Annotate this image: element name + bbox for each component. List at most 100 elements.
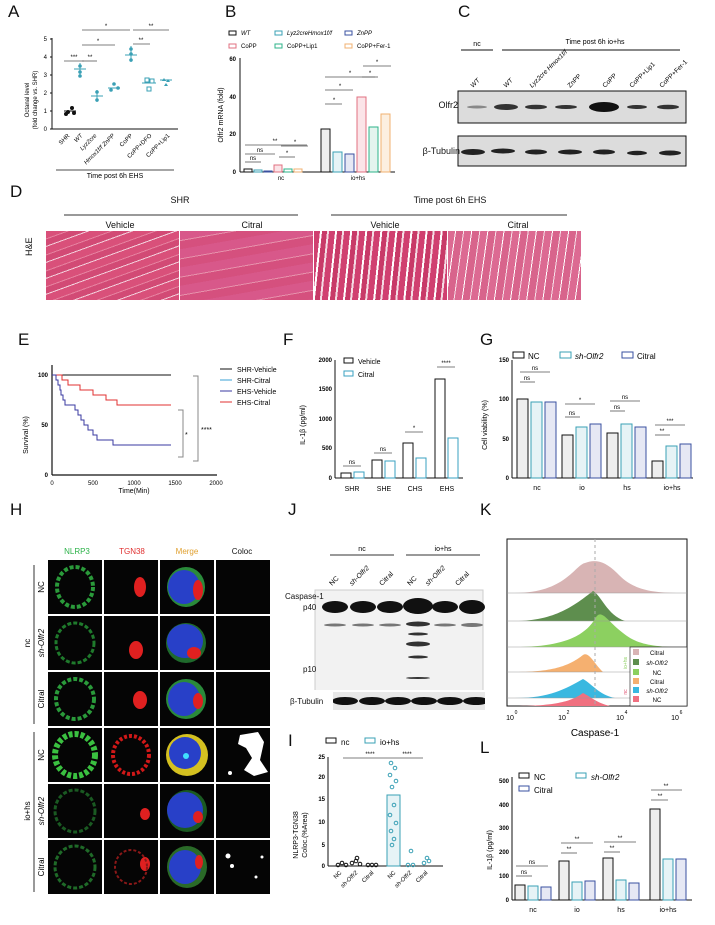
xtick-exponent: 0 <box>515 710 518 716</box>
sig-label: ns <box>349 460 355 466</box>
ytick: 5 <box>44 37 48 43</box>
panel-label-d: D <box>10 182 23 201</box>
svg-text:ns: ns <box>257 148 263 154</box>
panel-a-ylabel2: (fold change vs. SHR) <box>33 71 39 130</box>
ytick: 500 <box>499 779 510 785</box>
panel-label-g: G <box>480 330 494 349</box>
panel-d-histology <box>0 190 715 300</box>
xtick: hs <box>617 907 625 914</box>
panel-e-xlabel: Time(Min) <box>118 488 149 495</box>
svg-text:**: ** <box>610 846 615 852</box>
ytick: 20 <box>229 132 236 138</box>
ytick: 3 <box>44 73 48 79</box>
xtick: io <box>579 485 585 492</box>
xtick: Citral <box>361 870 375 884</box>
svg-text:ns: ns <box>569 411 575 417</box>
panel-b-chart: WT Lyz2creHmox1f/f ZnPP CoPP CoPP+Lip1 C… <box>218 30 395 180</box>
row-label: sh-Olfr2 <box>37 628 46 657</box>
legend-item: CoPP+Fer-1 <box>357 44 391 50</box>
legend-item: SHR-Vehicle <box>237 367 277 374</box>
svg-text:*: * <box>286 151 289 157</box>
ytick: 2000 <box>319 358 333 364</box>
xtick: 10 <box>671 715 679 722</box>
lane-label: Citral <box>454 571 471 588</box>
svg-text:ns: ns <box>250 156 256 162</box>
sig-label: * <box>105 24 108 30</box>
xtick: 10 <box>558 715 566 722</box>
ytick: 60 <box>229 57 236 63</box>
svg-text:ns: ns <box>521 870 527 876</box>
lane-label: WT <box>502 77 515 90</box>
lane-label: sh-Olfr2 <box>424 565 447 588</box>
panel-d-col-label: Citral <box>507 220 529 230</box>
panel-label-b: B <box>225 2 237 21</box>
panel-c-row-olfr2: Olfr2 <box>438 100 458 110</box>
svg-text:*: * <box>376 60 379 66</box>
panel-c-row-tubulin: β-Tubulin <box>422 146 460 156</box>
column-label: TGN38 <box>119 547 145 556</box>
svg-text:**: ** <box>660 429 665 435</box>
xtick: 10 <box>616 715 624 722</box>
panel-a-group-label: Time post 6h EHS <box>87 173 144 180</box>
he-image-shr-citral <box>180 231 313 300</box>
ytick: 20 <box>318 775 325 781</box>
lane-label: WT <box>469 77 482 90</box>
xtick: io+hs <box>660 907 677 914</box>
svg-text:*: * <box>579 398 582 404</box>
legend-item: sh-Olfr2 <box>646 689 668 695</box>
xtick: io+hs <box>664 485 681 492</box>
ytick: 150 <box>499 358 510 364</box>
ytick: 50 <box>502 437 509 443</box>
sig-label: ** <box>88 55 93 61</box>
panel-j-tubulin-blot <box>332 692 489 710</box>
lane-label: NC <box>328 575 340 587</box>
row-label: Citral <box>37 857 46 876</box>
legend-item: CoPP+Lip1 <box>287 44 318 50</box>
legend-item: WT <box>241 31 252 37</box>
ytick: 1 <box>44 109 48 115</box>
he-image-ehs-citral <box>448 231 581 300</box>
xtick: sh-Olfr2 <box>340 870 360 890</box>
xtick: CoPP <box>119 133 134 148</box>
lane-label: NC <box>406 575 418 587</box>
xtick: hs <box>623 485 631 492</box>
group-label: io+hs <box>623 656 629 669</box>
ytick: 0 <box>44 127 48 133</box>
panel-d-col-label: Vehicle <box>105 220 135 230</box>
svg-text:**: ** <box>658 794 663 800</box>
sig-label: **** <box>365 752 375 758</box>
panel-label-c: C <box>458 2 471 21</box>
panel-h-microscopy: NLRP3 TGN38 Merge Coloc <box>0 540 290 920</box>
legend-item: sh-Olfr2 <box>591 773 620 782</box>
ytick: 300 <box>499 826 510 832</box>
svg-text:**: ** <box>567 847 572 853</box>
ytick: 0 <box>506 476 510 482</box>
legend-item: NC <box>534 773 546 782</box>
group-label: nc <box>473 41 481 48</box>
xtick: Citral <box>415 870 429 884</box>
ytick: 500 <box>322 446 333 452</box>
xtick: SHR <box>58 133 72 147</box>
xtick: 500 <box>88 481 99 487</box>
svg-text:ns: ns <box>524 376 530 382</box>
legend-item: EHS-Citral <box>237 400 271 407</box>
panel-f-chart: IL-1β (pg/ml) 0 500 1000 1500 2000 Vehic… <box>300 357 463 493</box>
sig-label: **** <box>201 427 212 434</box>
row-label: Citral <box>37 689 46 708</box>
panel-i-ylabel: NLRP3-TGN38 <box>293 811 300 859</box>
ytick: 10 <box>318 820 325 826</box>
sig-label: * <box>97 39 100 45</box>
xtick: 1000 <box>127 481 141 487</box>
sig-label: ** <box>149 24 154 30</box>
panel-j-row-tubulin: β-Tubulin <box>290 697 324 706</box>
svg-text:ns: ns <box>622 395 628 401</box>
legend-item: sh-Olfr2 <box>646 661 668 667</box>
xtick: nc <box>533 485 541 492</box>
xtick-exponent: 6 <box>680 710 683 716</box>
ytick: 0 <box>233 170 237 176</box>
panel-l-chart: NC sh-Olfr2 Citral IL-1β (pg/ml) 0 100 2… <box>487 772 692 914</box>
xtick: CHS <box>408 486 423 493</box>
ytick: 50 <box>41 423 48 429</box>
legend-item: io+hs <box>380 738 399 747</box>
ytick: 0 <box>329 476 333 482</box>
